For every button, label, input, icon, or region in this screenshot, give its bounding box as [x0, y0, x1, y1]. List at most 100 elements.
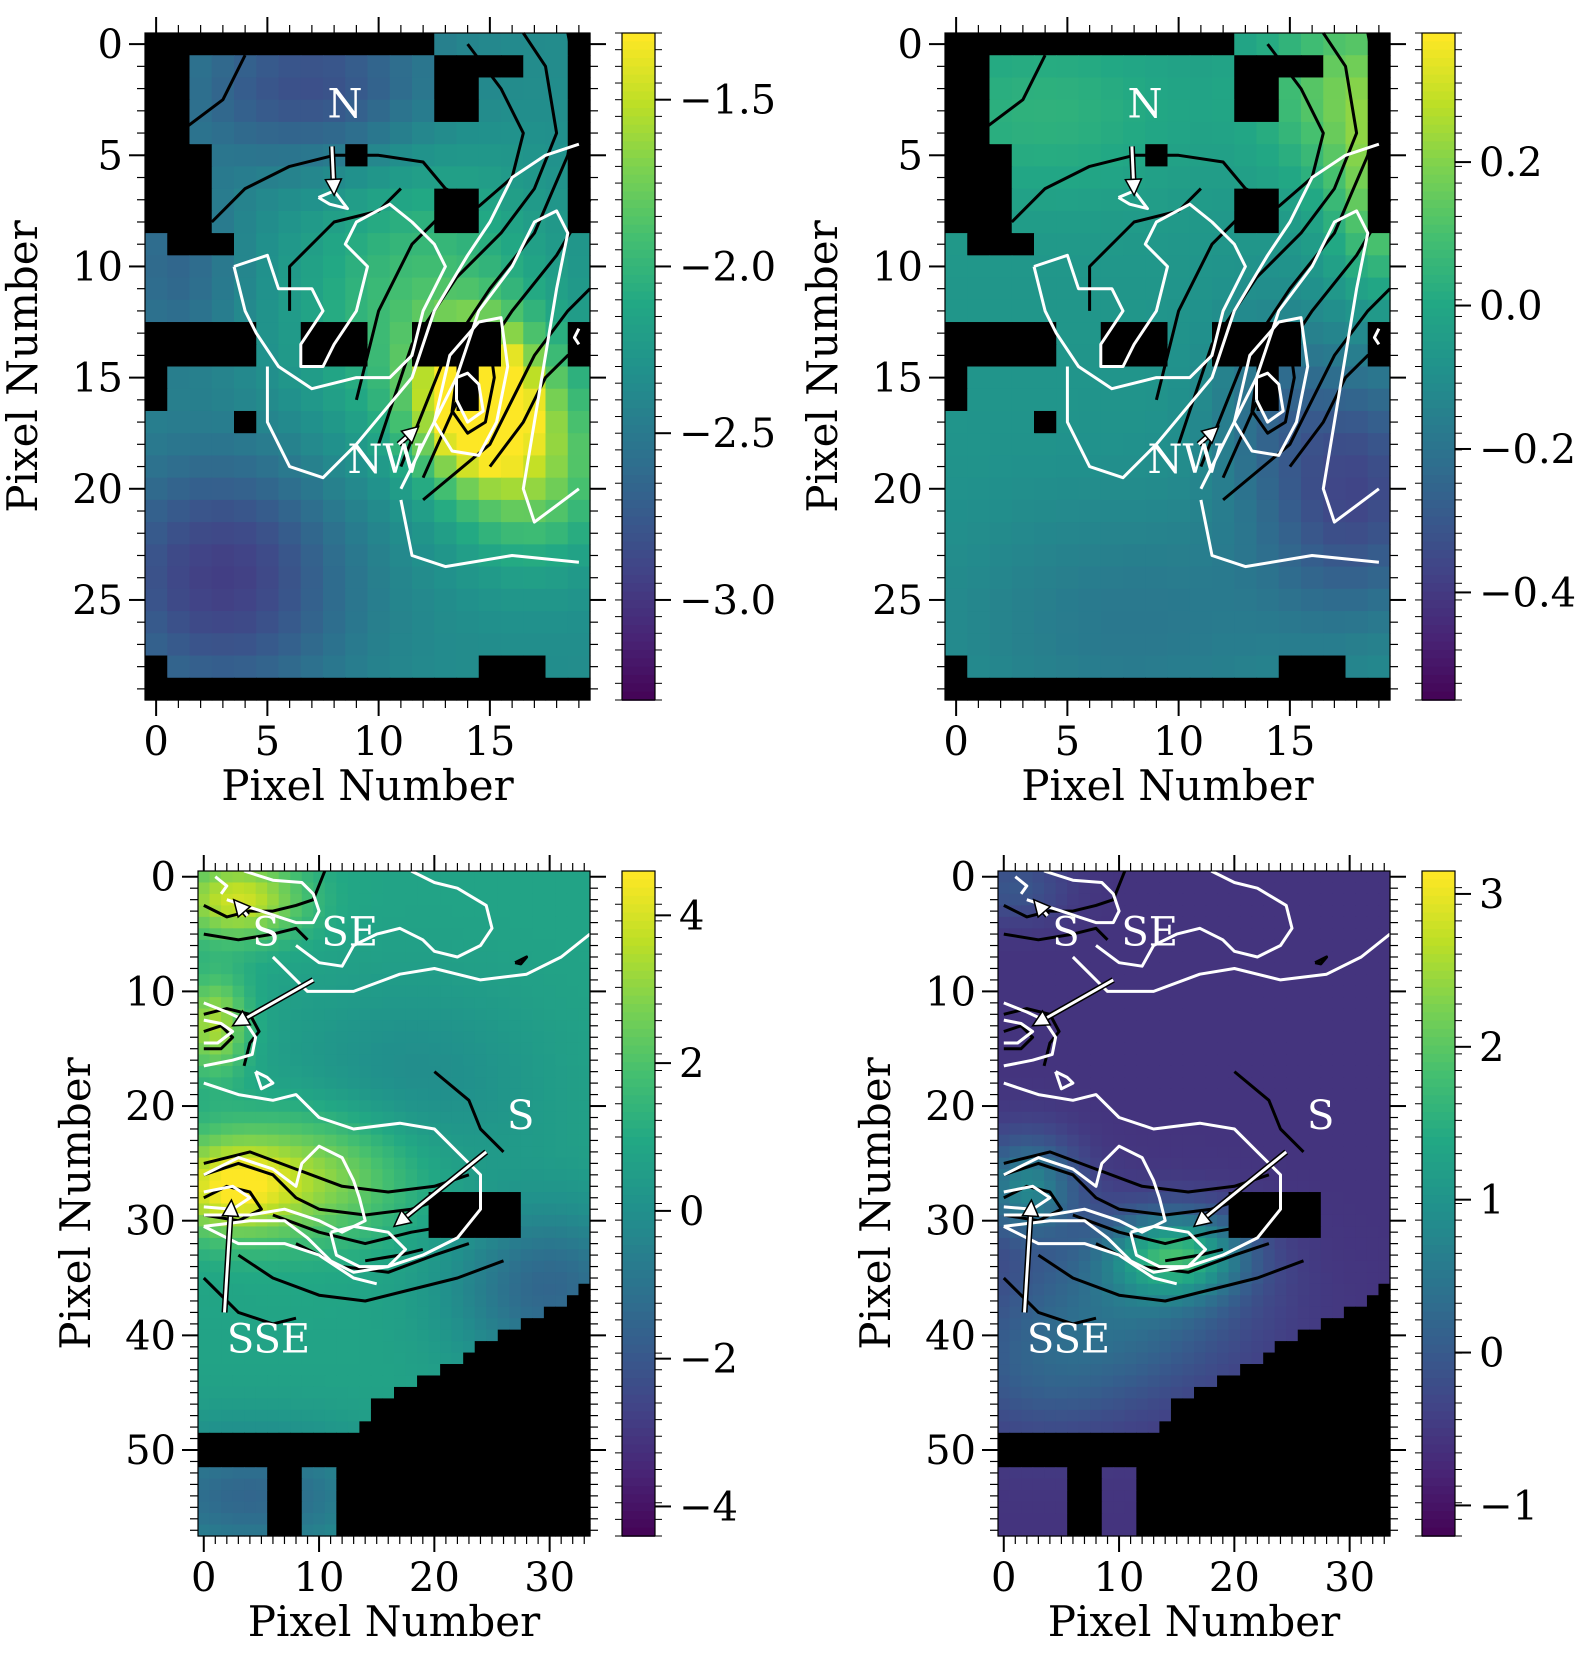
- heatmap-cell: [520, 1237, 533, 1250]
- heatmap-cell: [474, 1054, 487, 1067]
- heatmap-cell: [1011, 566, 1035, 590]
- heatmap-cell: [451, 974, 464, 987]
- heatmap-cell: [244, 962, 257, 975]
- heatmap-cell: [509, 1501, 522, 1514]
- contour-white: [254, 1070, 275, 1091]
- heatmap-cell: [1355, 1077, 1368, 1090]
- heatmap-cell: [456, 121, 480, 145]
- heatmap-cell: [1286, 1111, 1299, 1124]
- heatmap-cell: [463, 1203, 476, 1216]
- heatmap-cell: [278, 388, 302, 412]
- heatmap-cell: [370, 1111, 384, 1124]
- heatmap-cell: [1366, 893, 1380, 906]
- heatmap-cell: [1123, 33, 1146, 56]
- heatmap-cell: [244, 939, 257, 952]
- heatmap-cell: [1278, 677, 1302, 701]
- heatmap-cell: [313, 1478, 326, 1491]
- heatmap-cell: [578, 1123, 591, 1136]
- colorbar-swatch: [622, 516, 655, 526]
- heatmap-cell: [313, 1409, 326, 1422]
- heatmap-cell: [463, 1455, 476, 1468]
- heatmap-cell: [1297, 1111, 1310, 1124]
- colorbar-swatch: [1422, 533, 1455, 543]
- heatmap-cell: [1136, 1008, 1149, 1021]
- heatmap-cell: [998, 882, 1011, 895]
- heatmap-cell: [1032, 928, 1045, 941]
- heatmap-cell: [255, 1329, 268, 1342]
- heatmap-cell: [1217, 1042, 1230, 1056]
- heatmap-cell: [578, 1146, 591, 1159]
- heatmap-cell: [382, 1088, 395, 1101]
- heatmap-cell: [456, 388, 480, 412]
- heatmap-cell: [989, 433, 1013, 457]
- heatmap-cell: [1078, 99, 1102, 123]
- heatmap-cell: [345, 611, 369, 634]
- heatmap-cell: [417, 1214, 430, 1228]
- heatmap-cell: [463, 1077, 476, 1090]
- heatmap-cell: [578, 1157, 591, 1170]
- heatmap-cell: [336, 1020, 349, 1033]
- heatmap-cell: [497, 1306, 510, 1319]
- heatmap-cell: [359, 1501, 372, 1514]
- heatmap-cell: [359, 1375, 372, 1388]
- heatmap-cell: [486, 1065, 499, 1078]
- heatmap-cell: [1217, 1065, 1230, 1078]
- heatmap-cell: [359, 1042, 372, 1056]
- heatmap-cell: [440, 1364, 453, 1377]
- heatmap-cell: [211, 677, 235, 701]
- heatmap-cell: [1021, 974, 1034, 987]
- heatmap-cell: [394, 1318, 407, 1331]
- heatmap-cell: [323, 322, 346, 345]
- heatmap-cell: [566, 1100, 580, 1113]
- heatmap-cell: [234, 410, 257, 434]
- heatmap-cell: [1234, 77, 1258, 101]
- colorbar-swatch: [1422, 416, 1455, 426]
- heatmap-cell: [1078, 121, 1102, 145]
- heatmap-cell: [189, 566, 213, 590]
- heatmap-cell: [567, 522, 591, 545]
- heatmap-cell: [347, 1386, 361, 1400]
- contour-black: [433, 1070, 505, 1153]
- colorbar-swatch: [622, 399, 655, 409]
- heatmap-cell: [509, 939, 522, 952]
- heatmap-cell: [578, 893, 591, 906]
- contour-white: [214, 875, 229, 895]
- heatmap-cell: [463, 1134, 476, 1147]
- heatmap-cell: [532, 1203, 545, 1216]
- heatmap-cell: [394, 997, 407, 1010]
- heatmap-cell: [1136, 1088, 1149, 1101]
- colorbar-swatch: [1422, 391, 1455, 401]
- heatmap-cell: [382, 1490, 395, 1503]
- heatmap-cell: [1067, 1008, 1080, 1021]
- heatmap-cell: [474, 1295, 487, 1308]
- heatmap-cell: [367, 455, 391, 479]
- heatmap-cell: [456, 455, 480, 479]
- heatmap-cell: [566, 1008, 580, 1021]
- heatmap-cell: [1011, 166, 1035, 190]
- arrow-shaft: [405, 1150, 488, 1218]
- colorbar-swatch: [622, 1087, 655, 1097]
- heatmap-cell: [1263, 962, 1276, 975]
- heatmap-cell: [520, 1409, 533, 1422]
- heatmap-cell: [145, 233, 168, 256]
- heatmap-cell: [234, 499, 257, 523]
- heatmap-cell: [428, 1306, 441, 1319]
- heatmap-cell: [998, 1054, 1011, 1067]
- heatmap-cell: [1297, 905, 1310, 918]
- heatmap-cell: [145, 611, 168, 634]
- heatmap-cell: [463, 1249, 476, 1262]
- arrow-shaft: [397, 436, 408, 446]
- heatmap-cell: [1170, 962, 1184, 975]
- heatmap-cell: [382, 1386, 395, 1400]
- heatmap-cell: [1124, 1077, 1137, 1090]
- heatmap-cell: [405, 1341, 418, 1354]
- colorbar-swatch: [622, 1278, 655, 1288]
- heatmap-cell: [167, 77, 191, 101]
- heatmap-cell: [347, 882, 361, 895]
- heatmap-cell: [1090, 997, 1103, 1010]
- heatmap-cell: [290, 1123, 303, 1136]
- heatmap-cell: [1343, 1020, 1357, 1033]
- heatmap-cell: [347, 1444, 361, 1457]
- contour-white: [1117, 189, 1149, 211]
- heatmap-cell: [1309, 939, 1322, 952]
